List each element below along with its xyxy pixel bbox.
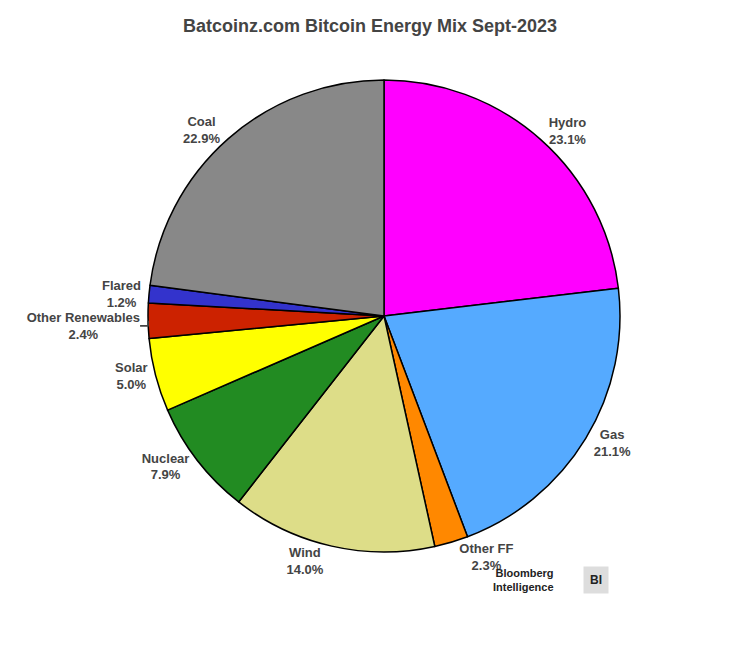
- svg-text:Wind14.0%: Wind14.0%: [286, 545, 323, 577]
- svg-text:Solar5.0%: Solar5.0%: [115, 360, 148, 392]
- svg-text:Gas21.1%: Gas21.1%: [594, 427, 631, 459]
- svg-text:BloombergIntelligence: BloombergIntelligence: [493, 567, 554, 593]
- svg-text:Hydro23.1%: Hydro23.1%: [549, 115, 587, 147]
- svg-text:Flared1.2%: Flared1.2%: [102, 278, 141, 310]
- svg-text:BI: BI: [590, 573, 602, 587]
- svg-text:Nuclear7.9%: Nuclear7.9%: [142, 451, 190, 483]
- svg-text:Other Renewables2.4%: Other Renewables2.4%: [27, 310, 140, 342]
- svg-text:Batcoinz.com Bitcoin Energy Mi: Batcoinz.com Bitcoin Energy Mix Sept-202…: [183, 16, 557, 36]
- svg-text:Other FF2.3%: Other FF2.3%: [459, 541, 513, 573]
- svg-text:Coal22.9%: Coal22.9%: [183, 114, 220, 146]
